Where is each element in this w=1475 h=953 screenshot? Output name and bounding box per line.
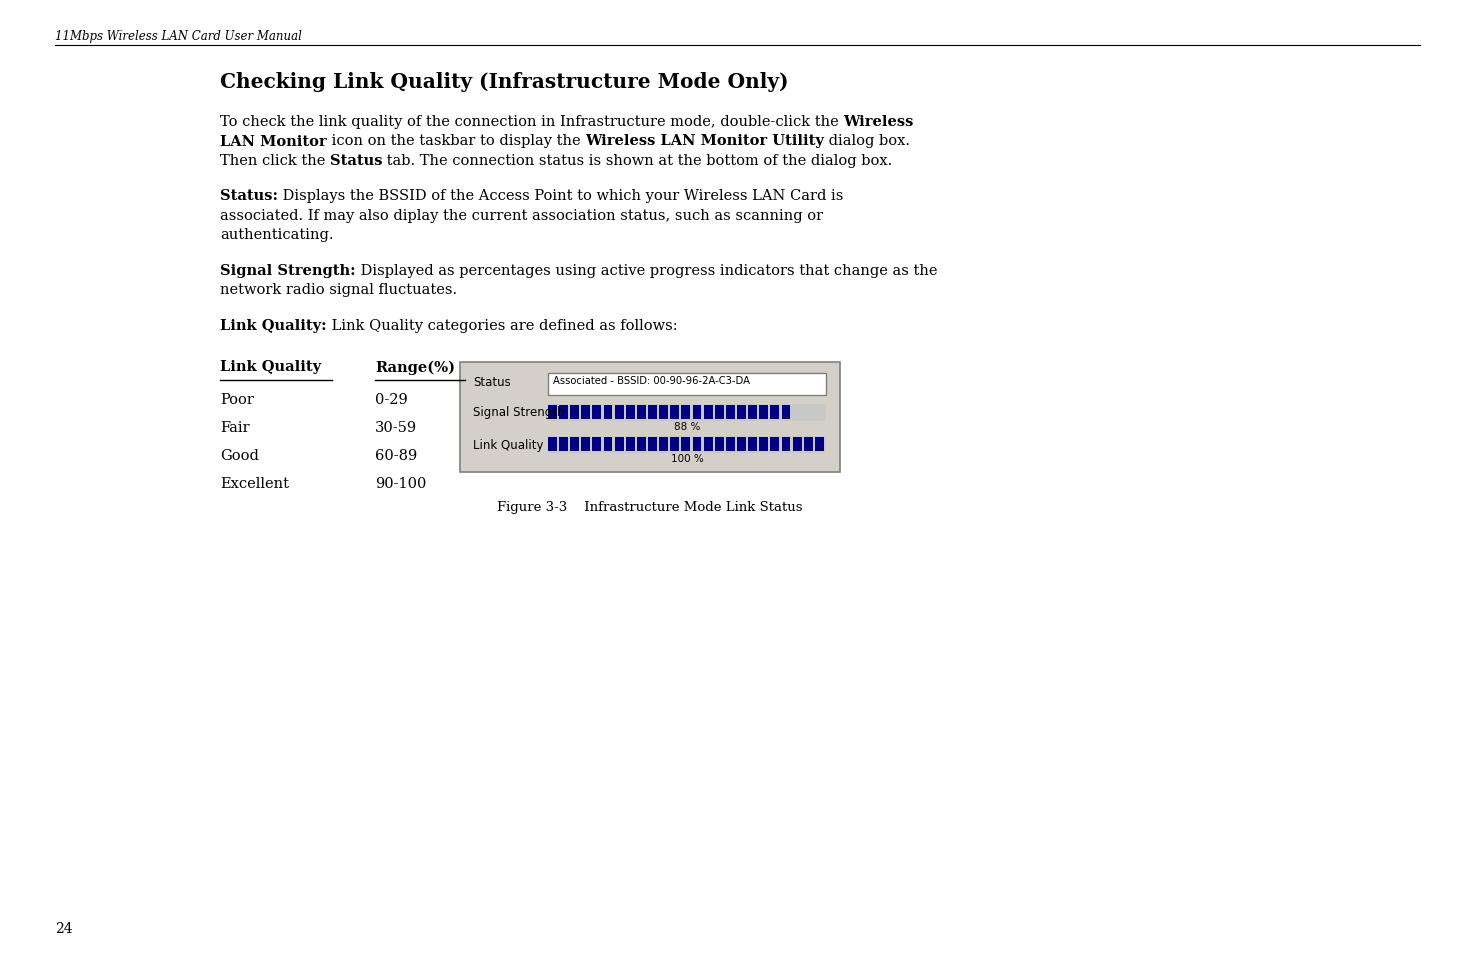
Bar <box>615 437 624 452</box>
Bar <box>648 437 656 452</box>
Text: 11Mbps Wireless LAN Card User Manual: 11Mbps Wireless LAN Card User Manual <box>55 30 302 43</box>
Bar <box>637 437 646 452</box>
Bar <box>549 406 558 419</box>
Text: icon on the taskbar to display the: icon on the taskbar to display the <box>326 134 586 149</box>
Bar <box>726 406 735 419</box>
Text: Poor: Poor <box>220 393 254 407</box>
Bar <box>625 437 634 452</box>
Bar <box>804 437 813 452</box>
Text: Range(%): Range(%) <box>375 360 454 375</box>
Bar <box>704 437 712 452</box>
Text: 88 %: 88 % <box>674 422 701 432</box>
Bar <box>593 437 602 452</box>
Bar <box>593 406 602 419</box>
Text: network radio signal fluctuates.: network radio signal fluctuates. <box>220 283 457 297</box>
Text: Excellent: Excellent <box>220 477 289 491</box>
Bar <box>748 437 757 452</box>
Bar <box>715 406 724 419</box>
Text: 60-89: 60-89 <box>375 449 417 463</box>
Text: Status:: Status: <box>220 190 277 203</box>
Text: Wireless LAN Monitor Utility: Wireless LAN Monitor Utility <box>586 134 823 149</box>
Text: Then click the: Then click the <box>220 153 330 168</box>
Text: Checking Link Quality (Infrastructure Mode Only): Checking Link Quality (Infrastructure Mo… <box>220 71 789 91</box>
Text: associated. If may also diplay the current association status, such as scanning : associated. If may also diplay the curre… <box>220 209 823 223</box>
Text: 24: 24 <box>55 921 72 935</box>
Bar <box>681 437 690 452</box>
Bar <box>726 437 735 452</box>
Bar <box>615 406 624 419</box>
Text: Displays the BSSID of the Access Point to which your Wireless LAN Card is: Displays the BSSID of the Access Point t… <box>277 190 844 203</box>
Bar <box>738 437 746 452</box>
Bar <box>693 437 702 452</box>
Bar <box>670 437 678 452</box>
Text: authenticating.: authenticating. <box>220 229 333 242</box>
Bar <box>782 406 791 419</box>
Bar <box>549 374 826 395</box>
Bar <box>559 406 568 419</box>
Text: Link Quality categories are defined as follows:: Link Quality categories are defined as f… <box>326 318 677 333</box>
Bar <box>748 406 757 419</box>
Bar <box>581 437 590 452</box>
Bar <box>648 406 656 419</box>
Bar <box>549 437 558 452</box>
Text: Link Quality: Link Quality <box>473 438 543 451</box>
Bar <box>549 436 826 453</box>
Bar <box>814 437 823 452</box>
Bar <box>659 406 668 419</box>
Text: tab. The connection status is shown at the bottom of the dialog box.: tab. The connection status is shown at t… <box>382 153 892 168</box>
Bar <box>670 406 678 419</box>
Bar <box>704 406 712 419</box>
Bar <box>659 437 668 452</box>
Text: 30-59: 30-59 <box>375 421 417 435</box>
Bar <box>637 406 646 419</box>
Text: 100 %: 100 % <box>671 454 704 464</box>
Bar <box>681 406 690 419</box>
Bar <box>792 437 801 452</box>
Text: 0-29: 0-29 <box>375 393 407 407</box>
Bar <box>738 406 746 419</box>
Text: Associated - BSSID: 00-90-96-2A-C3-DA: Associated - BSSID: 00-90-96-2A-C3-DA <box>553 375 749 386</box>
Text: LAN Monitor: LAN Monitor <box>220 134 326 149</box>
Bar <box>460 362 839 472</box>
Bar <box>571 406 580 419</box>
Text: Link Quality:: Link Quality: <box>220 318 326 333</box>
Text: Signal Strength: Signal Strength <box>473 406 565 419</box>
Text: Good: Good <box>220 449 260 463</box>
Text: Displayed as percentages using active progress indicators that change as the: Displayed as percentages using active pr… <box>355 264 937 277</box>
Bar <box>760 406 768 419</box>
Text: 90-100: 90-100 <box>375 477 426 491</box>
Bar <box>603 437 612 452</box>
Bar <box>603 406 612 419</box>
Bar <box>571 437 580 452</box>
Bar <box>715 437 724 452</box>
Text: Signal Strength:: Signal Strength: <box>220 264 355 277</box>
Text: To check the link quality of the connection in Infrastructure mode, double-click: To check the link quality of the connect… <box>220 115 844 129</box>
Text: Fair: Fair <box>220 421 249 435</box>
Bar <box>782 437 791 452</box>
Bar <box>693 406 702 419</box>
Bar <box>581 406 590 419</box>
Bar <box>770 406 779 419</box>
Text: Status: Status <box>473 376 510 389</box>
Text: Figure 3-3    Infrastructure Mode Link Status: Figure 3-3 Infrastructure Mode Link Stat… <box>497 500 802 513</box>
Text: Wireless: Wireless <box>844 115 913 129</box>
Bar <box>625 406 634 419</box>
Text: dialog box.: dialog box. <box>823 134 910 149</box>
Bar <box>549 404 826 421</box>
Bar <box>760 437 768 452</box>
Text: Link Quality: Link Quality <box>220 360 322 375</box>
Bar <box>770 437 779 452</box>
Text: Status: Status <box>330 153 382 168</box>
Bar <box>559 437 568 452</box>
